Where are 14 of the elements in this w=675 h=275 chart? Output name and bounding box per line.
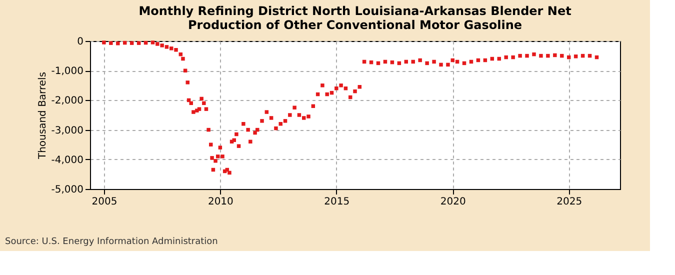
x-tick-label: 2010 [208, 196, 234, 208]
y-tick-label: -4,000 [51, 154, 84, 166]
chart-title: Monthly Refining District North Louisiana-Arkansas Blender Net Production of Other Conventional Motor Gasoline [138, 4, 572, 32]
x-tick-label: 2005 [92, 196, 118, 208]
source-note: Source: U.S. Energy Information Administration [5, 237, 218, 247]
y-tick-label: -1,000 [51, 66, 84, 78]
y-tick-label: 0 [77, 36, 84, 48]
y-tick-label: -2,000 [51, 96, 84, 107]
y-tick-label: -5,000 [51, 184, 84, 196]
x-tick-label: 2020 [440, 196, 466, 208]
y-tick-label: -3,000 [51, 125, 84, 136]
x-tick-label: 2025 [556, 196, 582, 208]
x-tick-label: 2015 [324, 196, 350, 208]
y-axis-title: Thousand Barrels [37, 72, 48, 160]
